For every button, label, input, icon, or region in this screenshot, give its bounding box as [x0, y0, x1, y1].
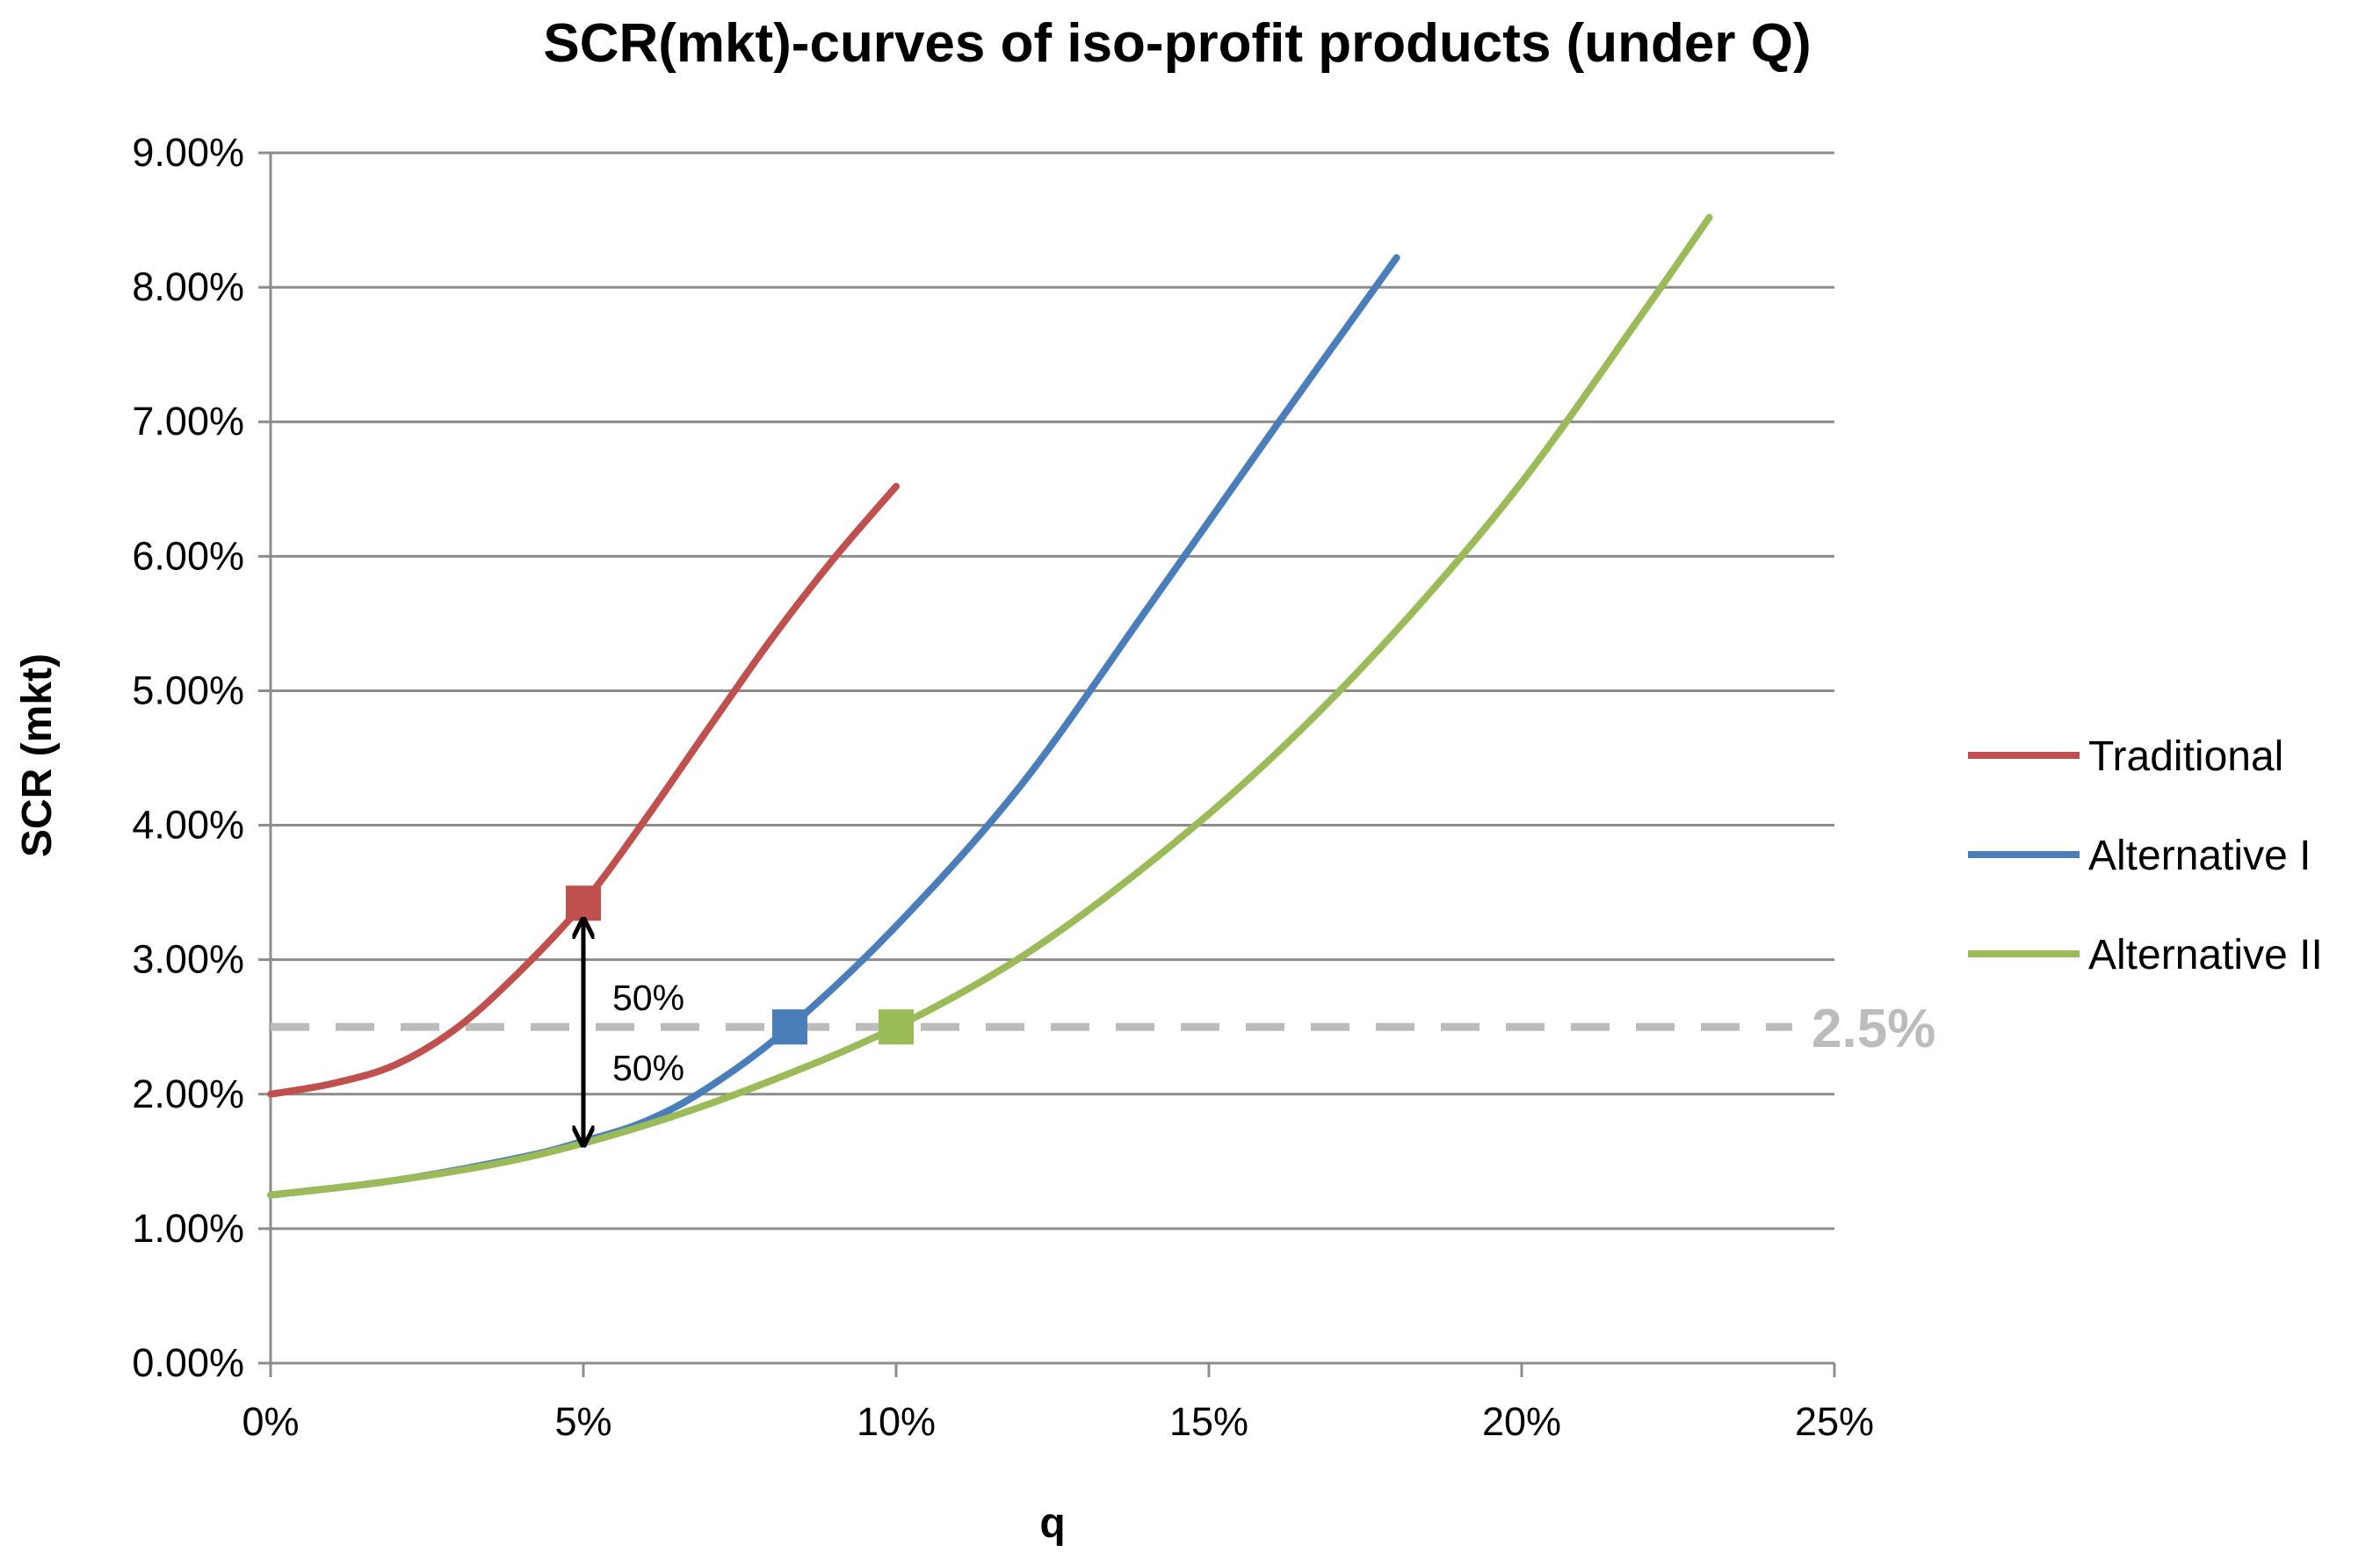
series-group	[267, 213, 1713, 1199]
annotation-label-lower: 50%	[612, 1048, 684, 1088]
x-tick-label: 25%	[1795, 1399, 1874, 1444]
y-tick-label: 6.00%	[132, 533, 244, 578]
x-tick-label: 0%	[242, 1399, 299, 1444]
series-line-traditional	[267, 482, 900, 1098]
legend-label-traditional: Traditional	[2088, 733, 2283, 780]
series-marker-traditional	[566, 885, 601, 921]
annotation-group: 50% 50%	[583, 920, 684, 1145]
y-tick-label: 0.00%	[132, 1340, 244, 1385]
x-tick-label: 10%	[857, 1399, 936, 1444]
x-tick-label: 20%	[1482, 1399, 1561, 1444]
y-tick-label: 5.00%	[132, 668, 244, 712]
y-tick-label: 4.00%	[132, 803, 244, 848]
y-tick-label: 1.00%	[132, 1206, 244, 1251]
y-tick-label: 3.00%	[132, 937, 244, 982]
legend: Traditional Alternative I Alternative II	[1968, 733, 2323, 978]
annotation-label-upper: 50%	[612, 978, 684, 1018]
chart-title: SCR(mkt)-curves of iso-profit products (…	[543, 13, 1811, 74]
y-tick-label: 8.00%	[132, 264, 244, 309]
axes: 0.00% 1.00% 2.00% 3.00% 4.00% 5.00% 6.00% 7.00%…	[132, 130, 1874, 1444]
series-line-alternative-ii	[267, 213, 1713, 1199]
y-tick-label: 9.00%	[132, 130, 244, 175]
y-tick-label: 7.00%	[132, 399, 244, 444]
legend-label-alternative-i: Alternative I	[2088, 833, 2311, 879]
x-axis-label: q	[1039, 1500, 1065, 1547]
series-marker-alternative-ii	[879, 1009, 914, 1045]
grid-lines	[258, 151, 1834, 1365]
y-axis-label: SCR (mkt)	[14, 653, 61, 857]
series-marker-alternative-i	[771, 1009, 807, 1045]
reference-line-group: 2.5%	[271, 999, 1935, 1059]
y-tick-label: 2.00%	[132, 1072, 244, 1116]
x-tick-label: 15%	[1169, 1399, 1248, 1444]
legend-label-alternative-ii: Alternative II	[2088, 932, 2323, 978]
x-tick-label: 5%	[554, 1399, 611, 1444]
reference-line-label: 2.5%	[1812, 999, 1935, 1059]
